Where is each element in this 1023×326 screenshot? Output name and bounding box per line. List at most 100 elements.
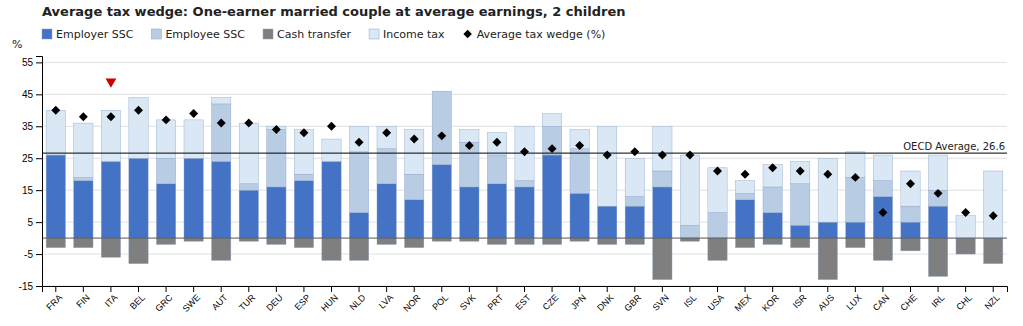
- x-tick: CHE: [898, 286, 919, 313]
- bar: [625, 197, 644, 207]
- bar-series: [46, 238, 1003, 280]
- marker: [299, 128, 308, 137]
- x-tick-mark: [276, 286, 277, 292]
- bar: [74, 177, 93, 180]
- bar: [956, 216, 975, 238]
- marker: [410, 135, 419, 144]
- marker: [823, 170, 832, 179]
- x-tick-label: DEU: [264, 292, 285, 313]
- x-tick-label: FIN: [74, 292, 91, 309]
- marker: [437, 131, 446, 140]
- x-tick-label: NZL: [983, 292, 1002, 311]
- y-tick: 25: [22, 153, 42, 164]
- marker: [548, 144, 557, 153]
- x-tick: NLD: [348, 286, 368, 312]
- x-tick-mark: [166, 286, 167, 292]
- y-axis-label: %: [12, 38, 22, 51]
- bar: [46, 238, 65, 248]
- x-tick: CZE: [541, 286, 561, 312]
- x-tick-mark: [552, 286, 553, 292]
- bar: [984, 238, 1003, 264]
- y-tick: -5: [24, 249, 42, 260]
- legend-label: Income tax: [383, 28, 445, 41]
- bar: [542, 238, 561, 244]
- bar: [542, 155, 561, 238]
- grid-line: [42, 62, 1007, 63]
- reference-label: OECD Average, 26.6: [903, 141, 1005, 152]
- x-tick-label: POL: [430, 292, 450, 312]
- x-tick-label: GBR: [622, 292, 643, 313]
- marker: [106, 112, 115, 121]
- x-tick: GBR: [622, 286, 643, 313]
- bar: [515, 181, 534, 187]
- bar: [405, 238, 424, 248]
- x-tick: ITA: [103, 286, 120, 309]
- bar: [74, 123, 93, 177]
- y-tick-label: 25: [22, 153, 34, 164]
- y-tick-label: 35: [22, 121, 34, 132]
- bar: [873, 238, 892, 260]
- bar: [322, 161, 341, 238]
- x-tick-mark: [772, 286, 773, 292]
- bar: [625, 158, 644, 196]
- bar: [294, 238, 313, 248]
- bar: [184, 158, 203, 238]
- bar: [956, 238, 975, 254]
- x-tick-mark: [855, 286, 856, 292]
- marker: [492, 138, 501, 147]
- bar: [349, 126, 368, 152]
- marker: [906, 179, 915, 188]
- x-tick-label: NOR: [401, 292, 423, 314]
- x-tick-label: HUN: [319, 292, 340, 313]
- marker: [603, 151, 612, 160]
- x-tick: DEU: [264, 286, 285, 313]
- x-tick-mark: [524, 286, 525, 292]
- bar: [239, 190, 258, 238]
- x-tick-mark: [496, 286, 497, 292]
- marker: [134, 106, 143, 115]
- bar: [129, 158, 148, 238]
- marker: [878, 208, 887, 217]
- bar: [818, 238, 837, 280]
- bar: [156, 120, 175, 158]
- x-tick: FRA: [44, 286, 64, 312]
- bar: [791, 184, 810, 226]
- x-tick: LUX: [844, 286, 863, 312]
- x-tick-label: USA: [706, 292, 726, 312]
- marker: [79, 112, 88, 121]
- bar: [791, 225, 810, 238]
- marker: [851, 173, 860, 182]
- legend-label: Employee SSC: [165, 28, 245, 41]
- title: Average tax wedge: One-earner married co…: [42, 4, 625, 19]
- x-tick: JPN: [569, 286, 588, 312]
- x-tick-mark: [689, 286, 690, 292]
- y-tick: 5: [27, 217, 42, 228]
- y-tick-mark: [36, 158, 42, 159]
- bar: [267, 129, 286, 187]
- y-tick-mark: [36, 190, 42, 191]
- x-tick: SVN: [651, 286, 671, 313]
- legend-item: Income tax: [369, 28, 445, 41]
- x-tick-mark: [303, 286, 304, 292]
- plot: OECD Average, 26.6-15-551525354555%FRAFI…: [12, 38, 1008, 314]
- bar: [653, 187, 672, 238]
- x-tick: HUN: [319, 286, 340, 313]
- bar: [212, 238, 231, 260]
- x-tick: CAN: [871, 286, 892, 313]
- x-tick-mark: [331, 286, 332, 292]
- bar: [267, 187, 286, 238]
- x-tick: AUS: [816, 286, 836, 313]
- bar: [46, 110, 65, 155]
- bar: [294, 174, 313, 180]
- x-tick-label: CHE: [898, 292, 919, 313]
- bar: [515, 238, 534, 244]
- bar: [212, 98, 231, 104]
- bar: [487, 133, 506, 155]
- x-tick: TUR: [237, 286, 258, 313]
- x-tick-mark: [386, 286, 387, 292]
- x-axis: FRAFINITABELGRCSWEAUTTURDEUESPHUNNLDLVAN…: [43, 286, 1008, 314]
- bar: [873, 181, 892, 197]
- marker: [465, 141, 474, 150]
- bar: [129, 238, 148, 264]
- x-tick: MEX: [733, 286, 754, 313]
